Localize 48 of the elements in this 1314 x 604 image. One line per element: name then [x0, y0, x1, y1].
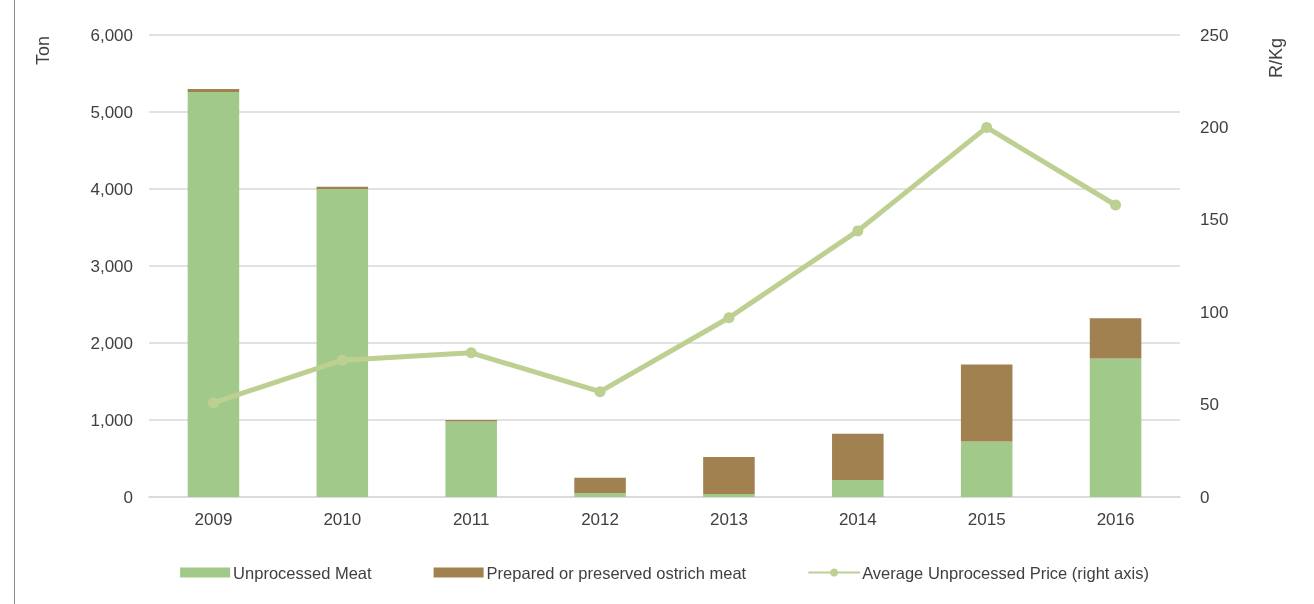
- bar: [832, 433, 884, 481]
- bar: [1089, 318, 1142, 359]
- x-tick-label: 2011: [452, 510, 490, 529]
- bar: [1089, 358, 1142, 497]
- point: [207, 397, 219, 409]
- y-tick-label: 2,000: [90, 333, 133, 353]
- bar: [187, 91, 240, 497]
- y-tick-label: 5,000: [90, 102, 133, 122]
- point: [465, 347, 477, 359]
- x-tick-label: 2010: [323, 510, 362, 529]
- bar: [316, 189, 369, 497]
- bar: [187, 88, 240, 92]
- y-tick-label: 1,000: [90, 410, 133, 430]
- y-tick-label: 4,000: [90, 179, 133, 199]
- x-tick-label: 2014: [838, 510, 877, 529]
- y2-tick-label: 50: [1200, 395, 1219, 415]
- legend-label: Unprocessed Meat: [233, 563, 373, 582]
- bar: [445, 421, 497, 497]
- bar: [703, 493, 755, 497]
- y-tick-label: 3,000: [90, 256, 133, 276]
- x-tick-label: 2009: [194, 510, 233, 529]
- bar: [832, 480, 884, 497]
- point: [1110, 199, 1122, 211]
- bar: [960, 364, 1013, 442]
- x-tick-label: 2013: [710, 510, 748, 529]
- bar: [703, 456, 755, 494]
- x-tick-label: 2016: [1096, 510, 1135, 529]
- y-tick-label: 6,000: [90, 25, 133, 45]
- y-axis-title: Ton: [33, 36, 53, 66]
- y2-tick-label: 150: [1200, 210, 1229, 230]
- point: [723, 312, 735, 324]
- y2-axis-title: R/Kg: [1266, 38, 1286, 79]
- y-tick-label: 0: [123, 487, 133, 507]
- bar: [574, 477, 626, 494]
- y2-tick-label: 100: [1200, 302, 1229, 322]
- point: [981, 121, 993, 133]
- y2-tick-label: 0: [1200, 487, 1210, 507]
- x-tick-label: 2015: [967, 510, 1006, 529]
- legend-label: Prepared or preserved ostrich meat: [486, 563, 747, 582]
- point: [594, 386, 606, 398]
- y2-tick-label: 200: [1200, 117, 1229, 137]
- y2-tick-label: 250: [1200, 25, 1229, 45]
- legend-label: Average Unprocessed Price (right axis): [862, 563, 1149, 582]
- x-tick-label: 2012: [581, 510, 619, 529]
- point: [336, 354, 348, 366]
- point: [852, 225, 864, 237]
- bar: [960, 441, 1013, 497]
- bar: [574, 493, 626, 497]
